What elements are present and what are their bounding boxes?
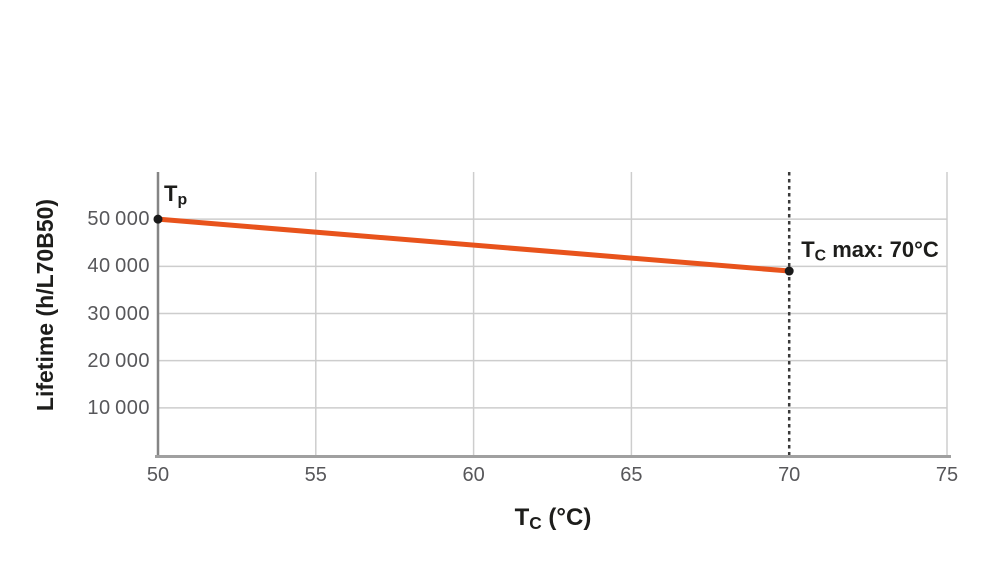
y-tick-label: 40 000 [87,255,150,278]
annotation-tp-subscript: p [177,191,188,209]
y-tick-label: 50 000 [87,208,150,231]
lifetime-line [157,216,790,274]
y-tick-label: 30 000 [87,302,150,325]
x-tick-label: 65 [620,464,643,486]
y-axis-title: Lifetime (h/L70B50) [30,155,60,455]
x-axis-title: TC (°C) [403,504,703,532]
x-tick-label: 70 [778,464,801,486]
annotation-tp: Tp [164,181,188,209]
annotation-tc-max: TC max: 70°C [801,237,939,265]
x-axis-title-unit: (°C) [541,504,592,531]
x-axis-title-subscript: C [529,512,542,533]
x-axis-title-symbol: T [514,504,530,531]
annotation-tc-max-subscript: C [814,247,827,265]
annotation-tp-symbol: T [164,181,178,207]
y-tick-label: 10 000 [87,396,150,419]
x-tick-label: 75 [935,464,959,486]
data-point-marker [784,266,794,276]
annotation-tc-max-symbol: T [801,237,815,263]
y-axis-title-text: Lifetime (h/L70B50) [32,198,58,412]
x-tick-label: 60 [462,464,485,486]
data-point-marker [153,214,163,224]
x-tick-label: 50 [146,464,170,486]
annotation-tc-max-text: max: 70°C [826,237,939,263]
x-tick-label: 55 [304,464,327,486]
y-tick-label: 20 000 [87,349,150,372]
